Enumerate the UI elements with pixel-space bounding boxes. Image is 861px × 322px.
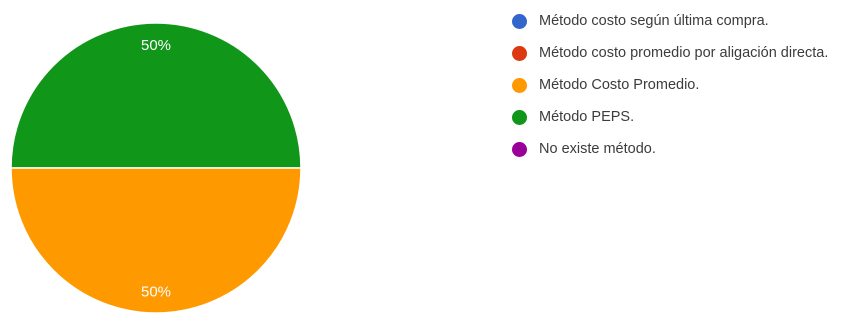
legend-item: No existe método. bbox=[510, 138, 858, 160]
pie-slice bbox=[10, 167, 302, 314]
legend-label: Método costo según última compra. bbox=[539, 13, 769, 29]
legend-dot-icon bbox=[512, 14, 527, 29]
legend-item: Método costo promedio por aligación dire… bbox=[510, 42, 858, 64]
legend-label: Método PEPS. bbox=[539, 109, 635, 125]
chart-legend: Método costo según última compra. Método … bbox=[510, 10, 858, 170]
pie-slice bbox=[10, 22, 302, 169]
legend-label: No existe método. bbox=[539, 141, 656, 157]
legend-item: Método costo según última compra. bbox=[510, 10, 858, 32]
legend-dot-icon bbox=[512, 142, 527, 157]
legend-dot-icon bbox=[512, 78, 527, 93]
slice-label: 50% bbox=[141, 283, 171, 300]
legend-item: Método Costo Promedio. bbox=[510, 74, 858, 96]
slice-label: 50% bbox=[141, 37, 171, 54]
pie-chart: 50% 50% bbox=[10, 22, 302, 314]
legend-label: Método Costo Promedio. bbox=[539, 77, 700, 93]
legend-dot-icon bbox=[512, 110, 527, 125]
legend-item: Método PEPS. bbox=[510, 106, 858, 128]
legend-dot-icon bbox=[512, 46, 527, 61]
legend-label: Método costo promedio por aligación dire… bbox=[539, 45, 829, 61]
